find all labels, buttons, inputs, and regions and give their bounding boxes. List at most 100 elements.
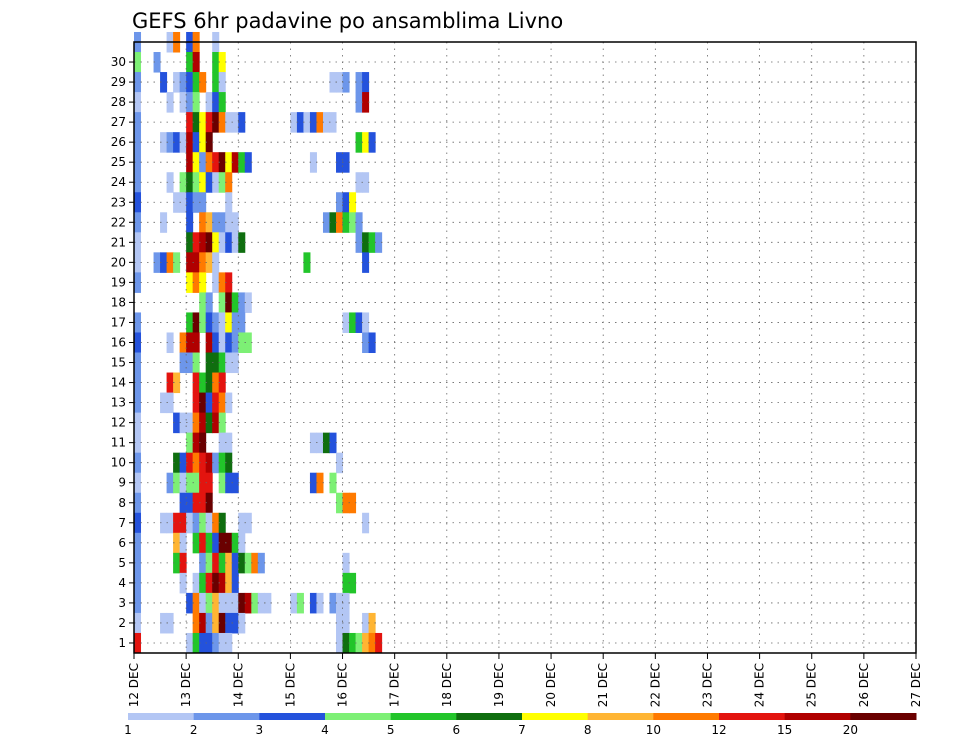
heatmap-cell bbox=[225, 212, 233, 233]
heatmap-cell bbox=[368, 232, 376, 253]
heatmap-cell bbox=[375, 232, 383, 253]
heatmap-cell bbox=[362, 132, 370, 153]
heatmap-cell bbox=[231, 572, 239, 594]
heatmap-cell bbox=[192, 332, 200, 354]
heatmap-cell bbox=[134, 112, 142, 133]
colorbar-swatch bbox=[325, 713, 392, 720]
heatmap-cell bbox=[192, 532, 200, 554]
heatmap-cell bbox=[238, 152, 246, 173]
heatmap-cell bbox=[316, 432, 324, 454]
grid-lines bbox=[133, 42, 917, 653]
heatmap-cell bbox=[160, 72, 168, 93]
heatmap-cell bbox=[192, 312, 200, 333]
heatmap-cell bbox=[205, 612, 213, 634]
heatmap-cell bbox=[309, 472, 317, 494]
heatmap-cell bbox=[179, 132, 187, 153]
heatmap-cell bbox=[205, 452, 213, 474]
heatmap-cell bbox=[329, 472, 337, 494]
heatmap-cell bbox=[153, 252, 161, 273]
heatmap-cell bbox=[231, 552, 239, 574]
y-tick-label: 1 bbox=[118, 636, 126, 650]
heatmap-cell bbox=[186, 412, 194, 434]
heatmap-cell bbox=[186, 452, 194, 474]
heatmap-cell bbox=[349, 492, 357, 514]
heatmap-cell bbox=[173, 472, 181, 494]
x-tick-label: 12 DEC bbox=[127, 663, 141, 707]
heatmap-cell bbox=[225, 352, 233, 374]
heatmap-cell bbox=[134, 472, 142, 494]
heatmap-cell bbox=[342, 572, 350, 594]
heatmap-cell bbox=[212, 312, 220, 333]
heatmap-cell bbox=[244, 552, 252, 574]
heatmap-cell bbox=[134, 592, 142, 614]
heatmap-cell bbox=[218, 512, 226, 534]
heatmap-cell bbox=[303, 252, 311, 273]
heatmap-cell bbox=[362, 612, 370, 634]
heatmap-cell bbox=[336, 632, 344, 654]
heatmap-cell bbox=[166, 612, 174, 634]
heatmap-cell bbox=[134, 252, 142, 273]
heatmap-cell bbox=[336, 612, 344, 634]
heatmap-cell bbox=[173, 412, 181, 434]
colorbar-label: 3 bbox=[256, 723, 264, 737]
heatmap-cell bbox=[199, 72, 207, 93]
heatmap-cell bbox=[212, 612, 220, 634]
heatmap-cell bbox=[349, 192, 357, 213]
heatmap-cell bbox=[179, 352, 187, 374]
heatmap-cell bbox=[225, 312, 233, 333]
colorbar-label: 15 bbox=[777, 723, 792, 737]
heatmap-cell bbox=[179, 332, 187, 354]
heatmap-cell bbox=[218, 152, 226, 173]
heatmap-cell bbox=[179, 92, 187, 113]
heatmap-cell bbox=[192, 232, 200, 253]
heatmap-cell bbox=[166, 332, 174, 354]
heatmap-cell bbox=[192, 172, 200, 193]
heatmap-cell bbox=[205, 112, 213, 133]
heatmap-cell bbox=[166, 252, 174, 273]
heatmap-cell bbox=[212, 92, 220, 113]
heatmap-cell bbox=[173, 452, 181, 474]
heatmap-cell bbox=[231, 592, 239, 614]
heatmap-cell bbox=[166, 372, 174, 394]
heatmap-cell bbox=[134, 452, 142, 474]
heatmap-cell bbox=[134, 492, 142, 514]
heatmap-cell bbox=[205, 92, 213, 113]
heatmap-cell bbox=[160, 132, 168, 153]
y-tick-label: 29 bbox=[111, 75, 126, 89]
colorbar-swatch bbox=[587, 713, 654, 720]
heatmap-cell bbox=[192, 72, 200, 93]
y-tick-label: 18 bbox=[111, 295, 126, 309]
heatmap-cell bbox=[309, 152, 317, 173]
heatmap-cell bbox=[186, 272, 194, 293]
heatmap-cell bbox=[173, 72, 181, 93]
heatmap-cell bbox=[264, 592, 272, 614]
heatmap-cell bbox=[160, 612, 168, 634]
colorbar-swatch bbox=[784, 713, 851, 720]
heatmap-cell bbox=[316, 472, 324, 494]
heatmap-cell bbox=[173, 192, 181, 213]
heatmap-cell bbox=[186, 252, 194, 273]
y-tick-label: 9 bbox=[118, 476, 126, 490]
heatmap-cell bbox=[251, 552, 259, 574]
heatmap-cell bbox=[225, 432, 233, 454]
heatmap-cell bbox=[231, 232, 239, 253]
heatmap-cell bbox=[238, 612, 246, 634]
y-tick-label: 27 bbox=[111, 115, 126, 129]
heatmap-cell bbox=[231, 472, 239, 494]
heatmap-cell bbox=[199, 632, 207, 654]
heatmap-cell bbox=[349, 572, 357, 594]
heatmap-cell bbox=[244, 152, 252, 173]
heatmap-cell bbox=[218, 332, 226, 354]
heatmap-cell bbox=[134, 612, 142, 634]
y-tick-label: 5 bbox=[118, 556, 126, 570]
heatmap-cell bbox=[309, 112, 317, 133]
heatmap-cell bbox=[153, 52, 161, 73]
heatmap-cell bbox=[134, 212, 142, 233]
heatmap-cell bbox=[199, 312, 207, 333]
heatmap-cell bbox=[225, 172, 233, 193]
heatmap-cell bbox=[218, 212, 226, 233]
heatmap-cell bbox=[349, 212, 357, 233]
heatmap-cell bbox=[205, 172, 213, 193]
heatmap-cell bbox=[212, 532, 220, 554]
heatmap-cell bbox=[231, 152, 239, 173]
